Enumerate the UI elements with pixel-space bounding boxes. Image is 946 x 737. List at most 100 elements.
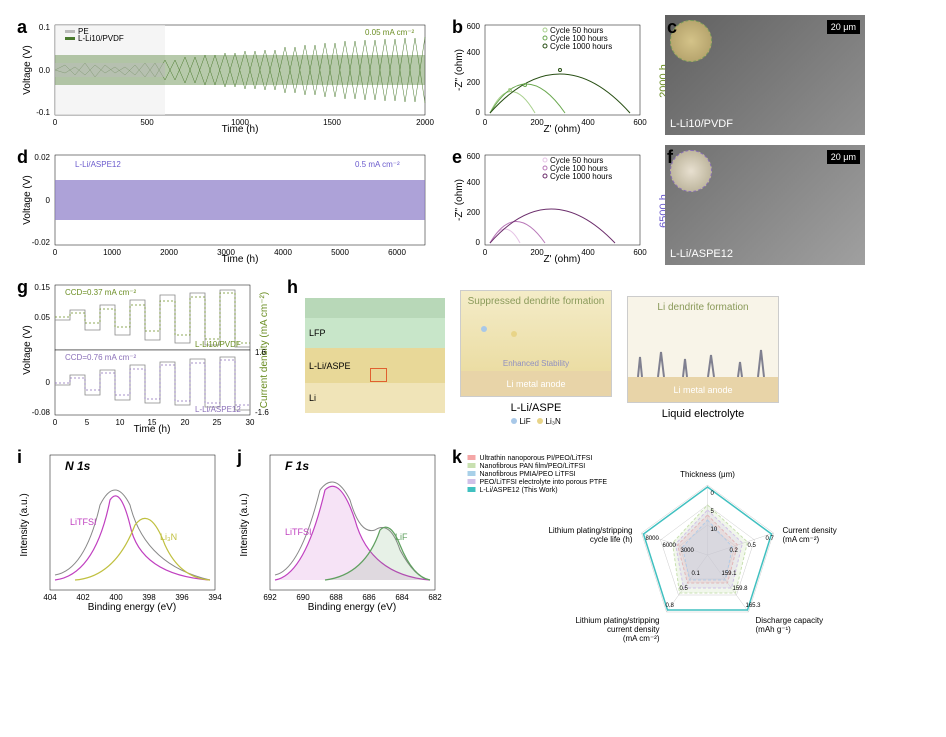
svg-text:686: 686 [362, 593, 376, 602]
svg-text:15: 15 [148, 418, 157, 427]
panel-b-chart: Cycle 50 hours Cycle 100 hours Cycle 100… [450, 15, 650, 135]
svg-text:0: 0 [46, 196, 51, 205]
svg-text:F 1s: F 1s [285, 459, 309, 473]
svg-text:L-Li10/PVDF: L-Li10/PVDF [78, 34, 124, 43]
zoom1-title: L-Li/ASPE [511, 402, 562, 414]
svg-text:0: 0 [46, 378, 51, 387]
svg-text:690: 690 [296, 593, 310, 602]
panel-i: i N 1s LiTFSI Li₃N Intensity (a.u.) Bind… [15, 445, 225, 615]
svg-text:-0.02: -0.02 [32, 238, 51, 247]
svg-text:692: 692 [263, 593, 277, 602]
svg-text:4000: 4000 [274, 248, 292, 257]
panel-e: e Cycle 50 hours Cycle 100 hours Cycle 1… [450, 145, 650, 265]
svg-text:200: 200 [530, 248, 544, 257]
svg-text:3000: 3000 [217, 248, 235, 257]
svg-text:Binding energy (eV): Binding energy (eV) [88, 602, 176, 613]
zoom2-title: Liquid electrolyte [662, 408, 745, 420]
panel-k: k Ultrathin nanoporous PI/PEO/LiTFSI Nan… [450, 445, 865, 645]
svg-text:8000: 8000 [646, 536, 660, 542]
panel-f-sample: L-Li/ASPE12 [670, 248, 733, 260]
svg-text:Intensity (a.u.): Intensity (a.u.) [19, 493, 30, 556]
svg-text:Binding energy (eV): Binding energy (eV) [308, 602, 396, 613]
panel-c-sample: L-Li10/PVDF [670, 118, 733, 130]
svg-text:Voltage (V): Voltage (V) [22, 45, 33, 94]
panel-j: j F 1s LiTFSI LiF Intensity (a.u.) Bindi… [235, 445, 445, 615]
panel-f-inset [670, 150, 712, 192]
panel-f-scale: 20 μm [827, 150, 860, 164]
svg-text:Cycle 1000 hours: Cycle 1000 hours [550, 172, 612, 181]
svg-text:396: 396 [175, 593, 189, 602]
svg-text:1500: 1500 [323, 118, 341, 127]
svg-text:1000: 1000 [103, 248, 121, 257]
svg-text:Li₃N: Li₃N [160, 532, 177, 542]
svg-text:current density: current density [607, 625, 659, 634]
svg-text:0.7: 0.7 [766, 536, 775, 542]
svg-text:3000: 3000 [681, 548, 695, 554]
svg-text:400: 400 [581, 248, 595, 257]
panel-h-label: h [287, 277, 298, 298]
svg-text:Voltage (V): Voltage (V) [22, 325, 33, 374]
svg-text:0: 0 [53, 248, 58, 257]
panel-a-label: a [17, 17, 27, 38]
panel-j-chart: F 1s LiTFSI LiF Intensity (a.u.) Binding… [235, 445, 445, 615]
svg-text:cycle life (h): cycle life (h) [590, 535, 633, 544]
svg-text:2000: 2000 [416, 118, 434, 127]
li-layer: Li [305, 383, 445, 413]
svg-text:398: 398 [142, 593, 156, 602]
svg-text:30: 30 [246, 418, 255, 427]
svg-text:Ultrathin nanoporous PI/PEO/Li: Ultrathin nanoporous PI/PEO/LiTFSI [480, 455, 593, 462]
svg-text:0.5: 0.5 [680, 586, 689, 592]
svg-text:10: 10 [116, 418, 125, 427]
svg-text:6000: 6000 [388, 248, 406, 257]
svg-text:0: 0 [483, 118, 488, 127]
panel-e-label: e [452, 147, 462, 168]
figure-grid: a PE L-Li10/PVDF 0.05 mA cm⁻² Voltage (V… [15, 15, 931, 645]
panel-c-scale: 20 μm [827, 20, 860, 34]
panel-a-chart: PE L-Li10/PVDF 0.05 mA cm⁻² Voltage (V) … [15, 15, 435, 135]
svg-text:Lithium plating/stripping: Lithium plating/stripping [575, 616, 659, 625]
svg-text:0.1: 0.1 [692, 571, 701, 577]
svg-text:0.8: 0.8 [666, 603, 675, 609]
svg-text:LiF: LiF [395, 532, 408, 542]
svg-text:200: 200 [467, 208, 481, 217]
svg-text:600: 600 [467, 152, 481, 161]
panel-j-label: j [237, 447, 242, 468]
svg-text:200: 200 [467, 78, 481, 87]
svg-text:(mA cm⁻²): (mA cm⁻²) [623, 634, 660, 643]
panel-a: a PE L-Li10/PVDF 0.05 mA cm⁻² Voltage (V… [15, 15, 435, 135]
svg-text:Current density: Current density [783, 526, 837, 535]
svg-text:400: 400 [581, 118, 595, 127]
svg-text:Discharge capacity: Discharge capacity [756, 616, 824, 625]
svg-text:(mA cm⁻²): (mA cm⁻²) [783, 535, 820, 544]
svg-text:402: 402 [76, 593, 90, 602]
panel-b: b Cycle 50 hours Cycle 100 hours Cycle 1… [450, 15, 650, 135]
panel-f-sem: 20 μm L-Li/ASPE12 [665, 145, 865, 265]
panel-i-chart: N 1s LiTFSI Li₃N Intensity (a.u.) Bindin… [15, 445, 225, 615]
svg-text:5: 5 [85, 418, 90, 427]
svg-text:0.5: 0.5 [748, 543, 757, 549]
svg-text:Thickness (μm): Thickness (μm) [680, 470, 735, 479]
panel-k-radar: Ultrathin nanoporous PI/PEO/LiTFSI Nanof… [450, 445, 865, 645]
zoom-dendrite: Li dendrite formation Li metal anode [627, 296, 779, 403]
svg-text:2000: 2000 [160, 248, 178, 257]
svg-text:159.1: 159.1 [722, 571, 738, 577]
svg-text:-0.1: -0.1 [36, 108, 50, 117]
svg-text:(mAh g⁻¹): (mAh g⁻¹) [756, 625, 792, 634]
svg-text:1.6: 1.6 [255, 348, 267, 357]
svg-text:L-Li10/PVDF: L-Li10/PVDF [195, 340, 241, 349]
svg-text:394: 394 [208, 593, 222, 602]
svg-text:PEO/LiTFSI electrolyte into po: PEO/LiTFSI electrolyte into porous PTFE [480, 479, 608, 486]
svg-text:Lithium plating/stripping: Lithium plating/stripping [548, 526, 632, 535]
svg-text:0: 0 [483, 248, 488, 257]
svg-text:0.2: 0.2 [730, 548, 739, 554]
svg-text:-Z" (ohm): -Z" (ohm) [454, 179, 465, 221]
svg-text:LiTFSI: LiTFSI [285, 527, 312, 537]
svg-text:404: 404 [43, 593, 57, 602]
svg-text:Z' (ohm): Z' (ohm) [544, 254, 581, 265]
panel-d-label: d [17, 147, 28, 168]
svg-text:5000: 5000 [331, 248, 349, 257]
panel-f-label: f [667, 147, 673, 168]
svg-text:-0.08: -0.08 [32, 408, 51, 417]
svg-text:Z' (ohm): Z' (ohm) [544, 124, 581, 135]
svg-text:0.02: 0.02 [34, 153, 50, 162]
